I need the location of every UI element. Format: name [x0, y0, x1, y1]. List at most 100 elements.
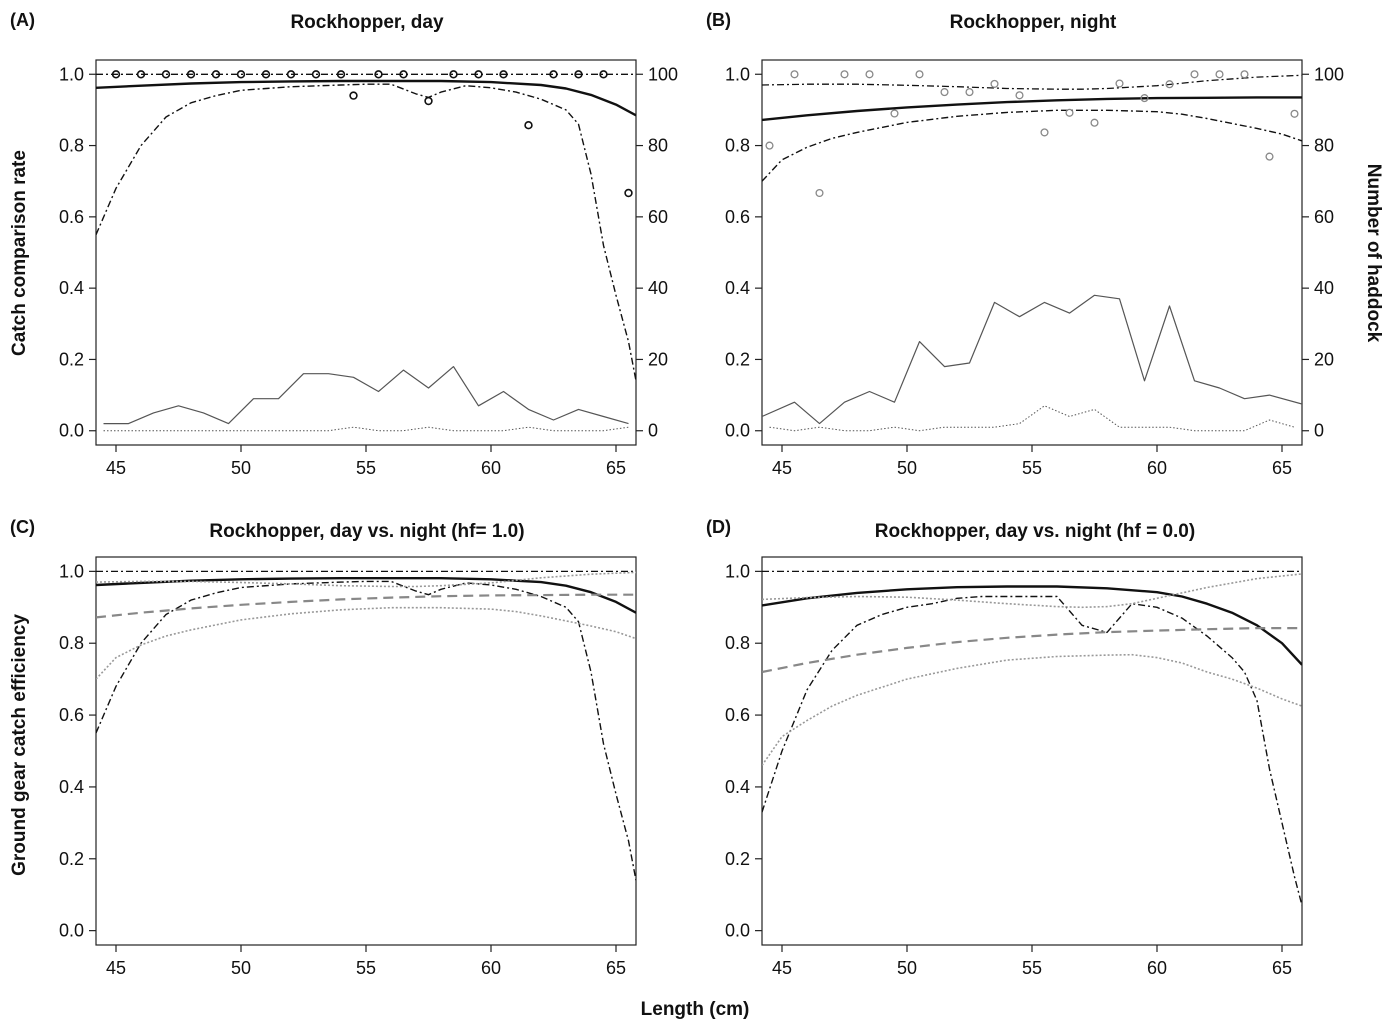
series-day-ci-low: [96, 580, 636, 881]
x-tick-label: 45: [106, 458, 126, 478]
data-point: [1265, 152, 1274, 161]
y-tick-label: 0.4: [725, 777, 750, 797]
x-tick-label: 65: [1272, 958, 1292, 978]
data-point: [1015, 91, 1024, 100]
data-point: [161, 70, 171, 79]
data-point: [336, 70, 346, 79]
series-ci-low: [96, 83, 636, 381]
series-night-ci-high: [96, 571, 636, 588]
y2-tick-label: 100: [648, 64, 678, 84]
y-tick-label: 0.6: [59, 705, 84, 725]
data-point: [890, 109, 899, 118]
series-day-ci-low: [762, 595, 1302, 906]
plot-frame: [761, 556, 1303, 946]
data-point: [111, 70, 121, 79]
x-tick-label: 60: [1147, 958, 1167, 978]
data-point: [1215, 70, 1224, 79]
y-tick-label: 0.0: [725, 421, 750, 441]
panel-title: Rockhopper, night: [950, 12, 1117, 33]
x-tick-label: 65: [606, 958, 626, 978]
series-n-control: [103, 426, 629, 432]
x-tick-label: 65: [1272, 458, 1292, 478]
data-point: [599, 70, 608, 79]
data-point: [449, 70, 458, 79]
data-point: [399, 70, 408, 79]
x-axis-label: Length (cm): [641, 999, 750, 1020]
y-tick-label: 0.2: [59, 349, 84, 369]
y-tick-label: 1.0: [59, 64, 84, 84]
series-estimate: [96, 79, 636, 117]
series-night-estimate: [96, 593, 636, 619]
panel-label: (D): [706, 517, 731, 537]
series-n-test: [762, 294, 1302, 425]
x-tick-label: 60: [1147, 458, 1167, 478]
data-point: [940, 88, 949, 97]
y-tick-label: 0.4: [59, 278, 84, 298]
data-point: [790, 70, 799, 79]
series-n-control: [769, 405, 1295, 432]
x-tick-label: 60: [481, 458, 501, 478]
panel-title: Rockhopper, day vs. night (hf= 1.0): [209, 521, 524, 542]
data-point: [1165, 80, 1174, 89]
x-tick-label: 55: [1022, 458, 1042, 478]
y2-tick-label: 0: [1314, 421, 1324, 441]
x-tick-label: 50: [897, 958, 917, 978]
data-point: [574, 70, 583, 79]
data-point: [261, 70, 271, 79]
data-point: [1290, 109, 1299, 118]
plot-marks: 45 50 55 60 65 0.0 0.2 0.4 0.6 0.8 1.0: [725, 556, 1303, 978]
panel-label: (A): [10, 10, 35, 30]
plot-frame: [95, 59, 637, 446]
x-tick-label: 55: [356, 458, 376, 478]
panel-label: (C): [10, 517, 35, 537]
curves: [762, 570, 1302, 906]
plot-marks: 45 50 55 60 65 0.0 0.2 0.4 0.6 0.8 1.0 0 20 40 60 80 100: [59, 59, 678, 478]
x-tick-label: 50: [897, 458, 917, 478]
data-point: [349, 91, 358, 100]
data-point: [549, 70, 558, 79]
series-day-estimate: [762, 585, 1302, 666]
data-point: [990, 79, 999, 88]
plot-frame: [95, 556, 637, 946]
series-estimate: [762, 96, 1302, 122]
series-ci-high: [762, 74, 1302, 90]
data-point: [211, 70, 221, 79]
y-tick-label: 0.6: [725, 207, 750, 227]
y-tick-label: 0.0: [59, 421, 84, 441]
y-tick-label: 0.8: [725, 633, 750, 653]
y2-tick-label: 60: [1314, 207, 1334, 227]
panel-d: (D) Rockhopper, day vs. night (hf = 0.0)…: [706, 517, 1303, 978]
data-point: [499, 70, 508, 79]
data-point: [1040, 128, 1049, 137]
panel-title: Rockhopper, day vs. night (hf = 0.0): [875, 521, 1195, 542]
y-tick-label: 0.8: [725, 136, 750, 156]
y-tick-label: 0.8: [59, 633, 84, 653]
y2-tick-label: 80: [648, 136, 668, 156]
x-tick-label: 45: [772, 958, 792, 978]
data-point: [1065, 108, 1074, 117]
y-tick-label: 0.6: [725, 705, 750, 725]
y2-tick-label: 40: [1314, 278, 1334, 298]
x-tick-label: 55: [356, 958, 376, 978]
y2-tick-label: 0: [648, 421, 658, 441]
curves: [96, 73, 636, 432]
y-tick-label: 0.2: [725, 849, 750, 869]
x-tick-label: 50: [231, 458, 251, 478]
series-n-test: [103, 366, 629, 425]
y-tick-label: 0.2: [59, 849, 84, 869]
plot-marks: 45 50 55 60 65 0.0 0.2 0.4 0.6 0.8 1.0 0 20 40 60 80 100: [725, 59, 1344, 478]
data-point: [840, 70, 849, 79]
x-tick-label: 45: [106, 958, 126, 978]
data-point: [374, 70, 383, 79]
series-night-ci-high: [762, 573, 1302, 609]
panel-a: (A) Rockhopper, day 45 50 55 60 65 0.0 0.2 0.4 0…: [10, 10, 678, 478]
y-tick-label: 0.8: [59, 136, 84, 156]
x-tick-label: 55: [1022, 958, 1042, 978]
x-tick-label: 60: [481, 958, 501, 978]
series-day-estimate: [96, 577, 636, 614]
panel-title: Rockhopper, day: [290, 12, 444, 33]
plot-frame: [761, 59, 1303, 446]
data-point: [286, 70, 296, 79]
data-point: [1190, 70, 1199, 79]
y2-tick-label: 20: [1314, 349, 1334, 369]
